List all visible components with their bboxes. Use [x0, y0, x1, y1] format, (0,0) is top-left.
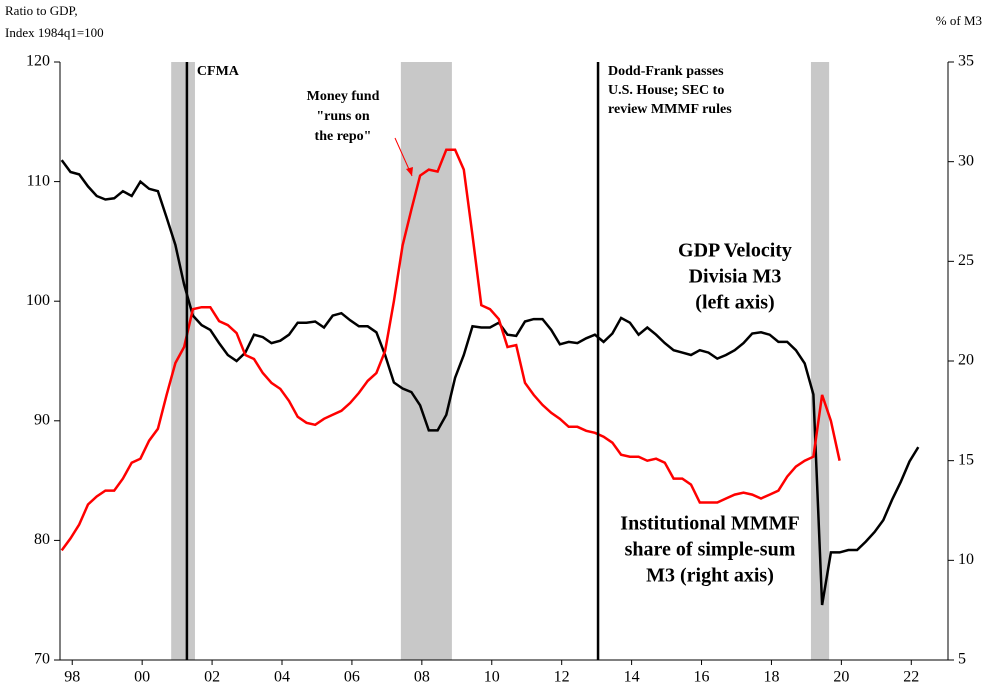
y-tick-label: 120 — [26, 53, 50, 70]
series-label: Divisia M3 — [689, 266, 782, 288]
x-tick-label: 10 — [484, 669, 500, 686]
x-tick-label: 08 — [414, 669, 430, 686]
series-label: M3 (right axis) — [646, 565, 774, 587]
y2-tick-label: 35 — [958, 53, 974, 70]
annotation: "runs on — [316, 109, 370, 124]
y-tick-label: 90 — [34, 411, 50, 428]
event-label: U.S. House; SEC to — [608, 83, 724, 98]
x-tick-label: 98 — [64, 669, 80, 686]
y2-tick-label: 10 — [958, 551, 974, 568]
y-tick-label: 100 — [26, 292, 50, 309]
series-label: share of simple-sum — [625, 539, 796, 561]
annotation: the repo" — [315, 129, 372, 144]
annotation: Money fund — [307, 89, 380, 104]
series-label: GDP Velocity — [678, 240, 792, 262]
x-tick-label: 16 — [694, 669, 710, 686]
y-tick-label: 80 — [34, 531, 50, 548]
y2-tick-label: 20 — [958, 352, 974, 369]
y2-tick-label: 5 — [958, 651, 966, 668]
shaded-period — [171, 62, 195, 660]
x-tick-label: 12 — [554, 669, 570, 686]
x-tick-label: 06 — [344, 669, 360, 686]
y-axis-label: Ratio to GDP, — [5, 3, 78, 18]
arrow-head — [406, 167, 413, 176]
series-label: Institutional MMMF — [620, 513, 799, 535]
x-tick-label: 18 — [763, 669, 779, 686]
x-tick-label: 02 — [204, 669, 220, 686]
x-tick-label: 22 — [903, 669, 919, 686]
y2-tick-label: 30 — [958, 152, 974, 169]
x-tick-label: 04 — [274, 669, 290, 686]
y-tick-label: 70 — [34, 651, 50, 668]
x-tick-label: 14 — [624, 669, 640, 686]
series-line — [60, 148, 841, 552]
event-label: review MMMF rules — [608, 102, 732, 117]
shaded-period — [400, 62, 452, 660]
event-label: CFMA — [197, 64, 240, 79]
y2-tick-label: 15 — [958, 451, 974, 468]
x-tick-label: 00 — [134, 669, 150, 686]
y2-axis-label: % of M3 — [936, 13, 982, 28]
x-tick-label: 20 — [833, 669, 849, 686]
shaded-period — [810, 62, 830, 660]
event-label: Dodd-Frank passes — [608, 64, 724, 79]
y2-tick-label: 25 — [958, 252, 974, 269]
y-tick-label: 110 — [27, 172, 50, 189]
series-label: (left axis) — [695, 292, 774, 314]
series-line — [60, 159, 920, 606]
y-axis-label: Index 1984q1=100 — [5, 25, 104, 40]
